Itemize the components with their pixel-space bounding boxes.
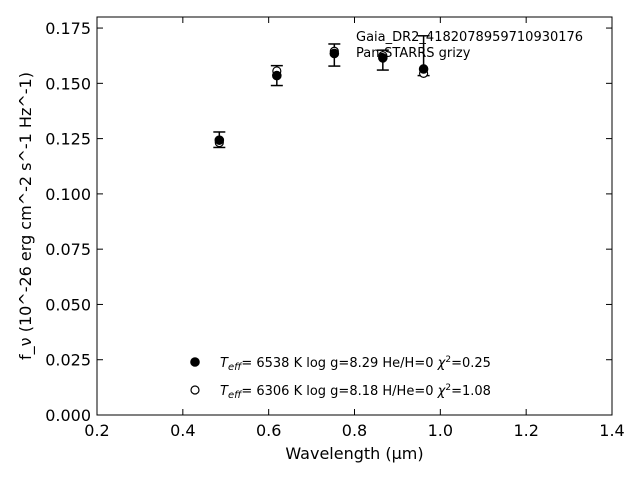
y-axis-ticks: 0.000 0.025 0.050 0.075 0.100 0.125 0.150 0.175 bbox=[45, 19, 612, 425]
y-tick-label: 0.125 bbox=[45, 130, 91, 149]
x-tick-label: 0.6 bbox=[256, 421, 281, 440]
y-tick-label: 0.025 bbox=[45, 351, 91, 370]
x-axis-label: Wavelength (μm) bbox=[285, 444, 423, 463]
x-tick-label: 1.4 bbox=[599, 421, 624, 440]
data-points bbox=[214, 46, 429, 148]
x-tick-label: 0.4 bbox=[170, 421, 195, 440]
annotation-star-id: Gaia_DR2_4182078959710930176 bbox=[356, 30, 583, 45]
model-point-filled bbox=[378, 53, 388, 63]
annotation-photometry: Pan-STARRS grizy bbox=[356, 46, 471, 61]
model-point-filled bbox=[329, 48, 340, 59]
x-tick-label: 1.2 bbox=[513, 421, 538, 440]
model-point-filled bbox=[214, 135, 225, 145]
x-axis-ticks: 0.2 0.4 0.6 0.8 1.0 1.2 1.4 bbox=[84, 17, 625, 440]
legend-marker-filled bbox=[190, 357, 200, 367]
y-axis-label: f_ν (10^-26 erg cm^-2 s^-1 Hz^-1) bbox=[16, 72, 36, 360]
legend-entry-text: Teff= 6306 K log g=8.18 H/He=0 χ2=1.08 bbox=[220, 383, 491, 401]
legend: Teff= 6538 K log g=8.29 He/H=0 χ2=0.25 Te… bbox=[190, 355, 491, 401]
y-tick-label: 0.175 bbox=[45, 19, 91, 38]
x-tick-label: 1.0 bbox=[428, 421, 453, 440]
model-point-filled bbox=[272, 70, 282, 81]
y-tick-label: 0.100 bbox=[45, 185, 91, 204]
y-tick-label: 0.000 bbox=[45, 406, 91, 425]
legend-entry-text: Teff= 6538 K log g=8.29 He/H=0 χ2=0.25 bbox=[220, 355, 491, 373]
legend-marker-open bbox=[190, 385, 200, 395]
y-tick-label: 0.075 bbox=[45, 240, 91, 259]
y-tick-label: 0.050 bbox=[45, 295, 91, 314]
x-tick-label: 0.8 bbox=[342, 421, 367, 440]
model-point-filled bbox=[418, 64, 429, 74]
x-tick-label: 0.2 bbox=[84, 421, 109, 440]
y-tick-label: 0.150 bbox=[45, 74, 91, 93]
